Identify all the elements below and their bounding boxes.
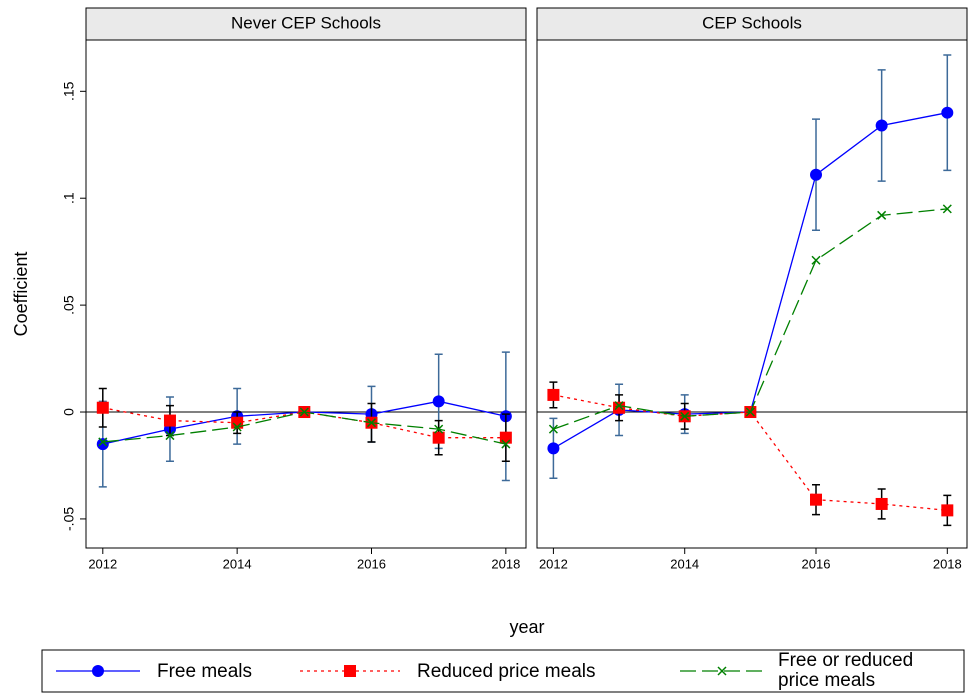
marker [941, 106, 954, 119]
marker [547, 388, 560, 401]
marker [98, 437, 108, 447]
x-tick-label: 2016 [357, 556, 386, 571]
x-tick-label: 2012 [88, 556, 117, 571]
y-tick-label: .15 [61, 81, 77, 101]
marker [811, 255, 821, 265]
marker [547, 442, 560, 455]
marker [942, 204, 952, 214]
y-tick-label: -.05 [61, 507, 77, 531]
panel-header [85, 7, 527, 41]
marker [163, 414, 176, 427]
marker [614, 401, 624, 411]
marker [232, 422, 242, 432]
marker [96, 438, 109, 451]
marker [299, 407, 309, 417]
y-tick-label: 0 [61, 408, 77, 416]
x-axis-label: year [509, 617, 544, 637]
plot-area [536, 39, 968, 549]
panel-title: Never CEP Schools [231, 13, 381, 32]
marker [432, 431, 445, 444]
legend-marker [344, 665, 356, 677]
x-tick-label: 2016 [802, 556, 831, 571]
legend-label: Free meals [157, 661, 252, 682]
legend-box [41, 649, 965, 693]
marker [434, 424, 444, 434]
marker [548, 424, 558, 434]
marker [810, 168, 823, 181]
panel-title: CEP Schools [702, 13, 802, 32]
y-tick-label: .1 [61, 192, 77, 204]
panel-header [536, 7, 968, 41]
marker [875, 119, 888, 132]
legend-marker [92, 665, 104, 677]
legend-label: Reduced price meals [417, 661, 595, 682]
marker [432, 395, 445, 408]
marker [680, 411, 690, 421]
x-tick-label: 2018 [491, 556, 520, 571]
marker [875, 497, 888, 510]
marker [613, 401, 626, 414]
marker [941, 504, 954, 517]
legend-marker [717, 666, 727, 676]
x-tick-label: 2014 [223, 556, 252, 571]
marker [745, 407, 755, 417]
x-tick-label: 2012 [539, 556, 568, 571]
legend-label: Free or reduced price meals [778, 651, 914, 691]
marker [810, 493, 823, 506]
plot-area [85, 39, 527, 549]
y-tick-label: .05 [61, 295, 77, 315]
marker [499, 431, 512, 444]
legend-label-box: Free or reduced price meals [778, 651, 914, 691]
marker [501, 439, 511, 449]
marker [165, 431, 175, 441]
x-tick-label: 2018 [933, 556, 962, 571]
marker [96, 401, 109, 414]
x-tick-label: 2014 [670, 556, 699, 571]
marker [877, 210, 887, 220]
y-axis-label: Coefficient [11, 252, 31, 337]
marker [366, 418, 377, 428]
